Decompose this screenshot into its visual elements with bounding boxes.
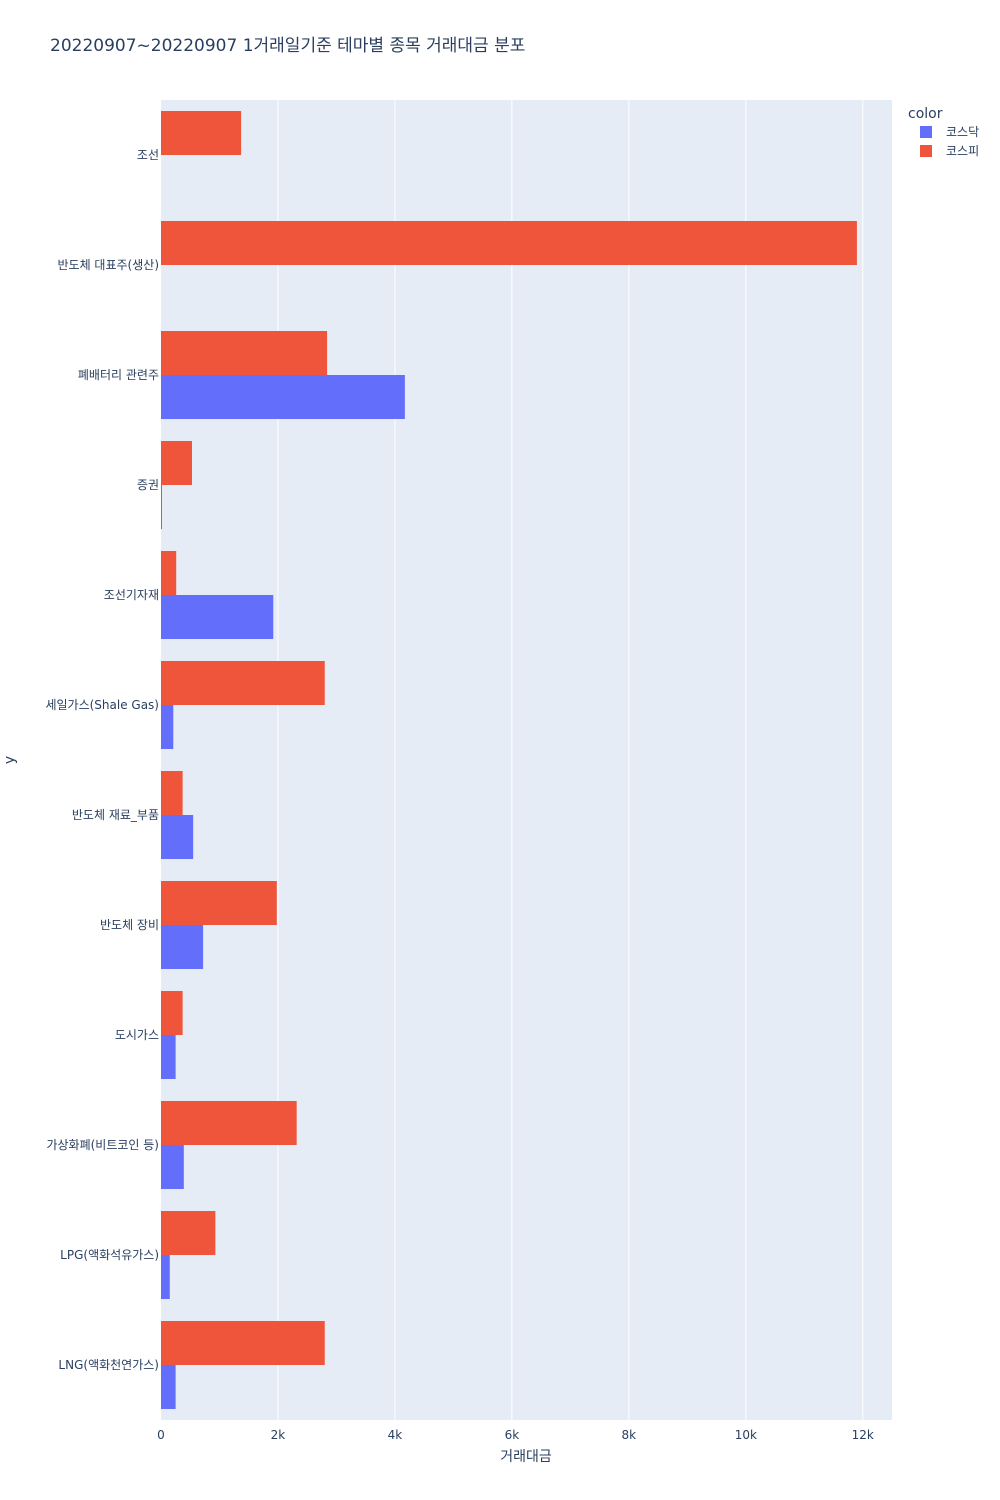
bar-kospi[interactable] (161, 661, 325, 705)
y-tick-label: 세일가스(Shale Gas) (45, 698, 159, 712)
x-tick-label: 12k (852, 1428, 874, 1442)
bar-kospi[interactable] (161, 551, 177, 595)
y-tick-label: 폐배터리 관련주 (78, 368, 159, 382)
x-tick-label: 6k (505, 1428, 520, 1442)
chart-title: 20220907~20220907 1거래일기준 테마별 종목 거래대금 분포 (50, 36, 526, 56)
legend-swatch[interactable] (920, 145, 932, 157)
y-tick-label: 도시가스 (115, 1028, 159, 1042)
bar-kospi[interactable] (161, 771, 183, 815)
bar-kospi[interactable] (161, 1321, 325, 1365)
x-tick-label: 10k (735, 1428, 757, 1442)
y-tick-label: 조선기자재 (104, 588, 159, 602)
y-tick-label: 조선 (137, 148, 159, 162)
bar-kosdaq[interactable] (161, 1145, 184, 1189)
bar-kosdaq[interactable] (161, 925, 204, 969)
bar-kosdaq[interactable] (161, 485, 162, 529)
y-tick-label: 증권 (137, 478, 159, 492)
bar-kospi[interactable] (161, 331, 328, 375)
bar-kospi[interactable] (161, 991, 183, 1035)
bar-kosdaq[interactable] (161, 375, 405, 419)
bar-kosdaq[interactable] (161, 1255, 170, 1299)
bars (161, 111, 857, 1409)
y-tick-label: 가상화폐(비트코인 등) (46, 1138, 159, 1152)
bar-kosdaq[interactable] (161, 595, 274, 639)
legend-item-label[interactable]: 코스피 (946, 144, 979, 158)
legend-item-label[interactable]: 코스닥 (946, 125, 979, 139)
x-tick-label: 0 (157, 1428, 165, 1442)
grid-lines (277, 100, 864, 1420)
legend-title: color (908, 106, 943, 122)
y-tick-label: 반도체 재료_부품 (72, 808, 159, 822)
bar-kospi[interactable] (161, 441, 192, 485)
bar-kospi[interactable] (161, 881, 277, 925)
x-tick-label: 8k (622, 1428, 637, 1442)
bar-kospi[interactable] (161, 221, 857, 265)
bar-kospi[interactable] (161, 111, 242, 155)
bar-kosdaq[interactable] (161, 1035, 176, 1079)
y-tick-label: 반도체 대표주(생산) (58, 258, 160, 272)
bar-kosdaq[interactable] (161, 705, 174, 749)
bar-kosdaq[interactable] (161, 1365, 176, 1409)
x-axis-ticks: 0 2k 4k 6k 8k 10k 12k (157, 1428, 874, 1442)
x-tick-label: 2k (271, 1428, 286, 1442)
x-tick-label: 4k (388, 1428, 403, 1442)
bar-kosdaq[interactable] (161, 815, 194, 859)
x-axis-title: 거래대금 (500, 1449, 552, 1465)
legend-swatch[interactable] (920, 126, 932, 138)
y-axis-title: y (2, 756, 18, 764)
bar-kospi[interactable] (161, 1211, 216, 1255)
y-tick-label: LNG(액화천연가스) (58, 1357, 159, 1372)
plot-background (161, 100, 892, 1420)
y-tick-label: 반도체 장비 (100, 918, 159, 932)
bar-kospi[interactable] (161, 1101, 297, 1145)
y-tick-label: LPG(액화석유가스) (60, 1248, 159, 1262)
